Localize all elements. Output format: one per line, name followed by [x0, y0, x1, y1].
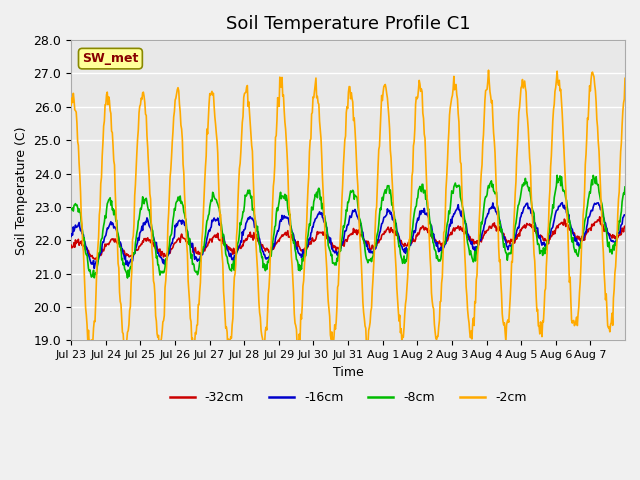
-16cm: [90, 265, 98, 271]
-2cm: [87, 352, 95, 358]
-2cm: [437, 299, 445, 304]
-8cm: [554, 172, 561, 178]
-16cm: [262, 256, 270, 262]
-16cm: [621, 212, 629, 218]
-32cm: [67, 242, 75, 248]
-8cm: [124, 275, 131, 281]
-16cm: [558, 200, 566, 205]
-2cm: [262, 324, 270, 330]
-32cm: [437, 241, 445, 247]
Legend: -32cm, -16cm, -8cm, -2cm: -32cm, -16cm, -8cm, -2cm: [164, 386, 531, 409]
-2cm: [621, 75, 629, 81]
X-axis label: Time: Time: [333, 366, 364, 379]
-2cm: [484, 67, 492, 73]
Title: Soil Temperature Profile C1: Soil Temperature Profile C1: [226, 15, 470, 33]
-16cm: [67, 234, 75, 240]
-16cm: [235, 245, 243, 251]
-8cm: [621, 184, 629, 190]
Text: SW_met: SW_met: [82, 52, 139, 65]
-8cm: [133, 230, 141, 236]
Y-axis label: Soil Temperature (C): Soil Temperature (C): [15, 126, 28, 254]
Line: -16cm: -16cm: [71, 203, 625, 268]
-32cm: [284, 230, 291, 236]
-8cm: [262, 262, 270, 268]
Line: -32cm: -32cm: [71, 217, 625, 259]
-8cm: [67, 206, 75, 212]
Line: -2cm: -2cm: [71, 70, 625, 355]
-2cm: [284, 151, 291, 156]
-8cm: [437, 256, 445, 262]
-2cm: [133, 150, 141, 156]
-32cm: [235, 245, 243, 251]
-32cm: [262, 246, 270, 252]
-2cm: [235, 180, 243, 186]
Line: -8cm: -8cm: [71, 175, 625, 278]
-8cm: [284, 197, 291, 203]
-16cm: [284, 216, 291, 221]
-32cm: [621, 223, 629, 229]
-16cm: [406, 241, 413, 247]
-16cm: [437, 244, 445, 250]
-16cm: [133, 241, 141, 247]
-32cm: [406, 242, 413, 248]
-2cm: [406, 236, 413, 241]
-8cm: [406, 240, 413, 246]
-32cm: [93, 256, 101, 262]
-32cm: [133, 247, 141, 253]
-8cm: [235, 238, 243, 243]
-2cm: [67, 102, 75, 108]
-32cm: [596, 214, 604, 220]
